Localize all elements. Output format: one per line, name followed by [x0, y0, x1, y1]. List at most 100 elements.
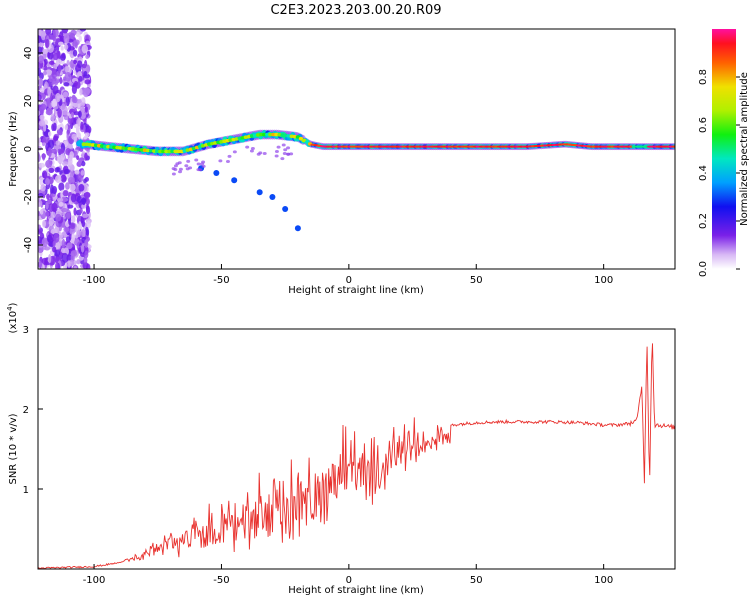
- heatmap-cell: [59, 53, 66, 61]
- heatmap-cell: [84, 239, 89, 248]
- heatmap-cell: [38, 42, 45, 47]
- heatmap-cell: [47, 51, 54, 60]
- heatmap-cell: [232, 150, 237, 154]
- figure-title: C2E3.2023.203.00.20.R09: [270, 3, 441, 18]
- heatmap-cell: [48, 254, 52, 264]
- heatmap-cell: [45, 159, 53, 169]
- heatmap-cell: [231, 177, 238, 184]
- heatmap-cell: [70, 112, 75, 118]
- heatmap-cell: [46, 234, 53, 243]
- heatmap-cell: [64, 124, 69, 131]
- heatmap-cell: [79, 29, 87, 32]
- heatmap-cell: [63, 33, 70, 44]
- heatmap-cell: [38, 94, 42, 102]
- heatmap-cell: [295, 135, 301, 139]
- heatmap-cell: [84, 87, 91, 94]
- colorbar-tick-label: 0.6: [698, 117, 709, 133]
- heatmap-cell: [73, 59, 78, 65]
- heatmap-cell: [38, 35, 42, 44]
- y-tick-label: -20: [23, 189, 34, 205]
- x-tick-label: 100: [594, 275, 613, 286]
- heatmap-cell: [38, 162, 46, 168]
- heatmap-cell: [70, 250, 78, 257]
- heatmap-cell: [76, 229, 81, 238]
- heatmap-cell: [83, 70, 88, 77]
- heatmap-cell: [158, 149, 163, 154]
- heatmap-cell: [69, 151, 75, 159]
- heatmap-cell: [50, 211, 56, 219]
- colorbar-tick-label: 0.4: [698, 165, 709, 181]
- heatmap-cell: [55, 140, 61, 146]
- heatmap-cell: [250, 147, 255, 151]
- heatmap-cell: [39, 208, 44, 215]
- heatmap-cell: [41, 137, 47, 143]
- heatmap-cell: [38, 141, 41, 147]
- heatmap-cell: [38, 106, 45, 115]
- heatmap-cell: [286, 146, 291, 150]
- heatmap-cell: [173, 164, 178, 168]
- heatmap-cell: [76, 195, 82, 204]
- heatmap-cell: [73, 265, 78, 269]
- heatmap-cell: [43, 58, 48, 66]
- heatmap-cell: [54, 175, 62, 184]
- colorbar-gradient: [712, 29, 736, 269]
- heatmap-cell: [80, 244, 85, 253]
- heatmap-cell: [38, 235, 42, 245]
- heatmap-cell: [283, 148, 288, 152]
- heatmap-cell: [173, 168, 178, 172]
- heatmap-cell: [49, 60, 55, 65]
- heatmap-cell: [76, 155, 80, 161]
- heatmap-cell: [62, 190, 69, 197]
- heatmap-cell: [71, 215, 76, 223]
- snr-frame: [37, 328, 676, 570]
- spectrogram-panel: -100 -50 0 50 100 -40 -20 0 20 40 Height of stra…: [8, 28, 676, 296]
- heatmap-cell: [64, 71, 72, 82]
- snr-scale-label: (x104): [6, 302, 19, 333]
- heatmap-cell: [72, 102, 79, 108]
- heatmap-cell: [262, 132, 267, 137]
- heatmap-cell: [85, 54, 90, 60]
- snr-scale-exponent: 4: [6, 306, 14, 311]
- snr-series-line: [38, 343, 675, 569]
- y-tick-label: 40: [23, 47, 34, 60]
- heatmap-cell: [65, 212, 71, 220]
- heatmap-cell: [81, 44, 88, 54]
- heatmap-cell: [63, 82, 70, 87]
- colorbar-tick-label: 0.8: [698, 69, 709, 85]
- heatmap-cell: [78, 35, 82, 43]
- heatmap-cell: [69, 227, 76, 235]
- colorbar-tick-label: 0.0: [698, 261, 709, 277]
- heatmap-cell: [84, 152, 88, 161]
- heatmap-cell: [55, 262, 59, 269]
- heatmap-cell: [81, 197, 87, 206]
- heatmap-cell: [45, 29, 52, 36]
- heatmap-cell: [200, 162, 205, 166]
- heatmap-cell: [40, 184, 46, 192]
- heatmap-cell: [83, 178, 87, 184]
- y-tick-label: 20: [23, 95, 34, 108]
- heatmap-cell: [61, 238, 66, 249]
- snr-scale-prefix: (x10: [8, 311, 19, 334]
- heatmap-cell: [62, 91, 69, 98]
- heatmap-cell: [57, 107, 62, 118]
- heatmap-cell: [176, 149, 181, 154]
- heatmap-cell: [38, 77, 44, 88]
- heatmap-cell: [50, 184, 54, 194]
- x-tick-label: 100: [594, 575, 613, 586]
- heatmap-cell: [57, 148, 65, 155]
- heatmap-cell: [55, 213, 62, 222]
- heatmap-cell: [78, 75, 83, 82]
- heatmap-cell: [186, 159, 191, 163]
- x-tick-label: 0: [346, 575, 352, 586]
- heatmap-cell: [72, 49, 78, 57]
- heatmap-cell: [671, 145, 675, 148]
- spectrogram-y-ticks: -40 -20 0 20 40: [23, 47, 43, 253]
- heatmap-cell: [45, 211, 50, 217]
- heatmap-cell: [79, 208, 83, 214]
- heatmap-cell: [81, 220, 86, 228]
- heatmap-cell: [39, 114, 45, 121]
- heatmap-cell: [57, 64, 61, 74]
- heatmap-cell: [59, 35, 65, 42]
- heatmap-cell: [81, 97, 86, 103]
- heatmap-cell: [245, 145, 250, 149]
